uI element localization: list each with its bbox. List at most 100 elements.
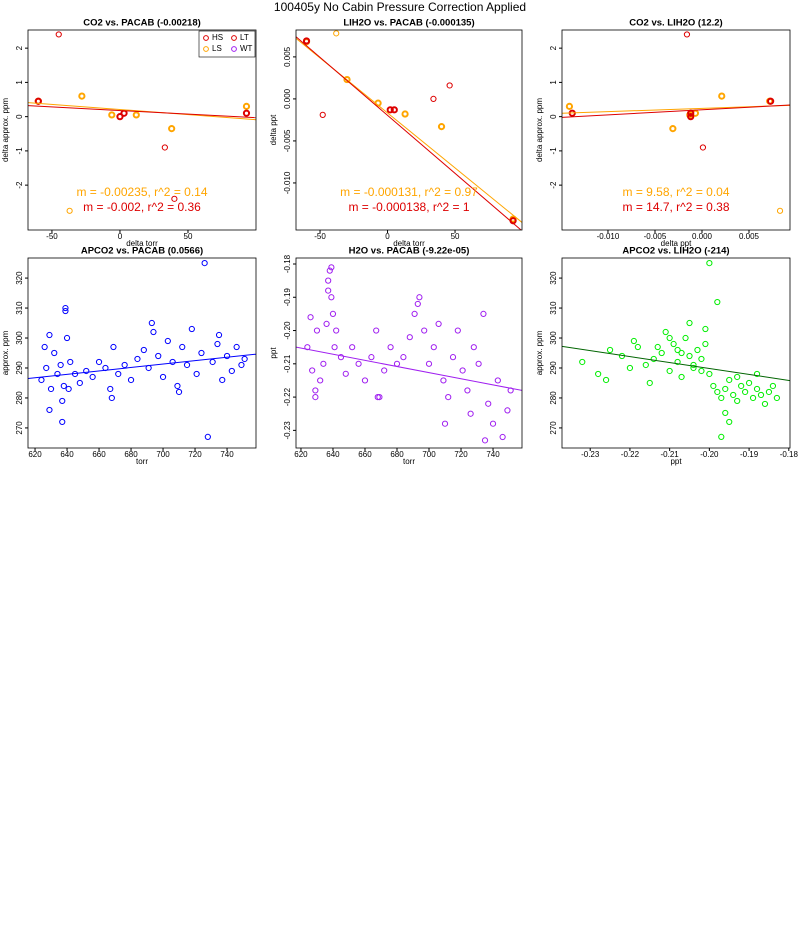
point: [761, 400, 769, 408]
x-axis-label: delta torr: [393, 239, 425, 248]
y-tick-label: 270: [549, 421, 558, 435]
figure-title: 100405y No Cabin Pressure Correction App…: [274, 0, 526, 14]
point: [107, 385, 114, 393]
point: [198, 349, 205, 357]
point: [464, 387, 471, 394]
point: [678, 349, 685, 357]
point: [373, 327, 380, 334]
point: [140, 346, 147, 354]
point: [722, 409, 729, 417]
point: [67, 358, 74, 366]
y-tick-label: 290: [549, 361, 558, 375]
point: [414, 300, 421, 308]
point: [745, 379, 753, 387]
y-tick-label: 320: [549, 271, 558, 285]
point: [62, 307, 69, 315]
point: [445, 393, 452, 401]
point: [489, 420, 497, 427]
x-tick-label: 640: [326, 450, 340, 459]
point: [43, 364, 50, 372]
point: [238, 361, 245, 369]
point: [687, 113, 695, 121]
y-tick-label: 1: [15, 80, 24, 85]
x-tick-label: 620: [28, 450, 42, 459]
point: [714, 388, 721, 396]
x-tick-label: -0.22: [621, 450, 640, 459]
point: [164, 337, 171, 345]
point: [63, 334, 71, 342]
point: [233, 343, 240, 351]
point: [159, 373, 167, 381]
plot-frame: [561, 29, 791, 231]
point: [121, 361, 128, 369]
annotation: m = -0.000138, r^2 = 1: [348, 200, 469, 214]
point: [326, 267, 333, 274]
point: [416, 294, 423, 301]
fit-line: [296, 36, 522, 230]
point: [215, 331, 223, 339]
y-tick-label: 320: [15, 271, 24, 285]
point: [440, 377, 447, 384]
x-axis-label: torr: [136, 457, 148, 466]
annotation: m = -0.000131, r^2 = 0.97: [340, 185, 478, 199]
y-tick-label: -0.18: [283, 254, 292, 273]
x-tick-label: 660: [92, 450, 106, 459]
point: [400, 354, 407, 361]
point: [374, 393, 381, 401]
point: [54, 370, 61, 378]
plot-area: [28, 259, 256, 441]
y-tick-label: 1: [549, 80, 558, 85]
point: [134, 355, 141, 363]
point: [320, 360, 327, 367]
point: [108, 394, 115, 402]
point: [115, 370, 122, 378]
point: [769, 382, 777, 390]
fit-line: [562, 104, 790, 118]
point: [60, 382, 67, 390]
point: [329, 310, 337, 318]
point: [485, 400, 492, 407]
point: [734, 397, 741, 405]
point: [337, 354, 345, 361]
point: [722, 385, 729, 393]
point: [355, 360, 362, 367]
point: [738, 382, 745, 390]
plot-frame: [295, 257, 523, 449]
point: [116, 113, 124, 121]
point: [193, 370, 200, 378]
point: [46, 406, 53, 414]
x-axis-label: delta torr: [126, 239, 158, 248]
point: [325, 277, 332, 284]
point: [47, 385, 55, 393]
point: [446, 82, 453, 89]
point: [669, 125, 677, 133]
annotation: m = 9.58, r^2 = 0.04: [622, 185, 729, 199]
panel-title: CO2 vs. LIH2O (12.2): [629, 18, 722, 29]
point: [642, 361, 649, 369]
point: [666, 367, 673, 375]
point: [658, 349, 665, 357]
y-tick-label: -0.22: [283, 387, 292, 406]
point: [702, 325, 709, 333]
point: [706, 370, 713, 378]
y-tick-label: 280: [15, 391, 24, 405]
point: [161, 144, 168, 151]
y-tick-label: 0.005: [283, 46, 292, 67]
x-tick-label: -0.23: [581, 450, 600, 459]
x-tick-label: 0.000: [692, 232, 713, 241]
point: [710, 382, 717, 390]
point: [46, 331, 53, 339]
point: [670, 340, 677, 348]
point: [214, 340, 221, 348]
legend-marker: [231, 46, 237, 52]
x-tick-label: 720: [454, 450, 468, 459]
point: [219, 376, 226, 384]
x-tick-label: 0: [118, 232, 123, 241]
x-tick-label: 0: [385, 232, 390, 241]
point: [155, 352, 162, 360]
point: [565, 102, 574, 110]
y-tick-label: 280: [549, 391, 558, 405]
legend-marker: [231, 35, 237, 41]
point: [406, 334, 413, 341]
